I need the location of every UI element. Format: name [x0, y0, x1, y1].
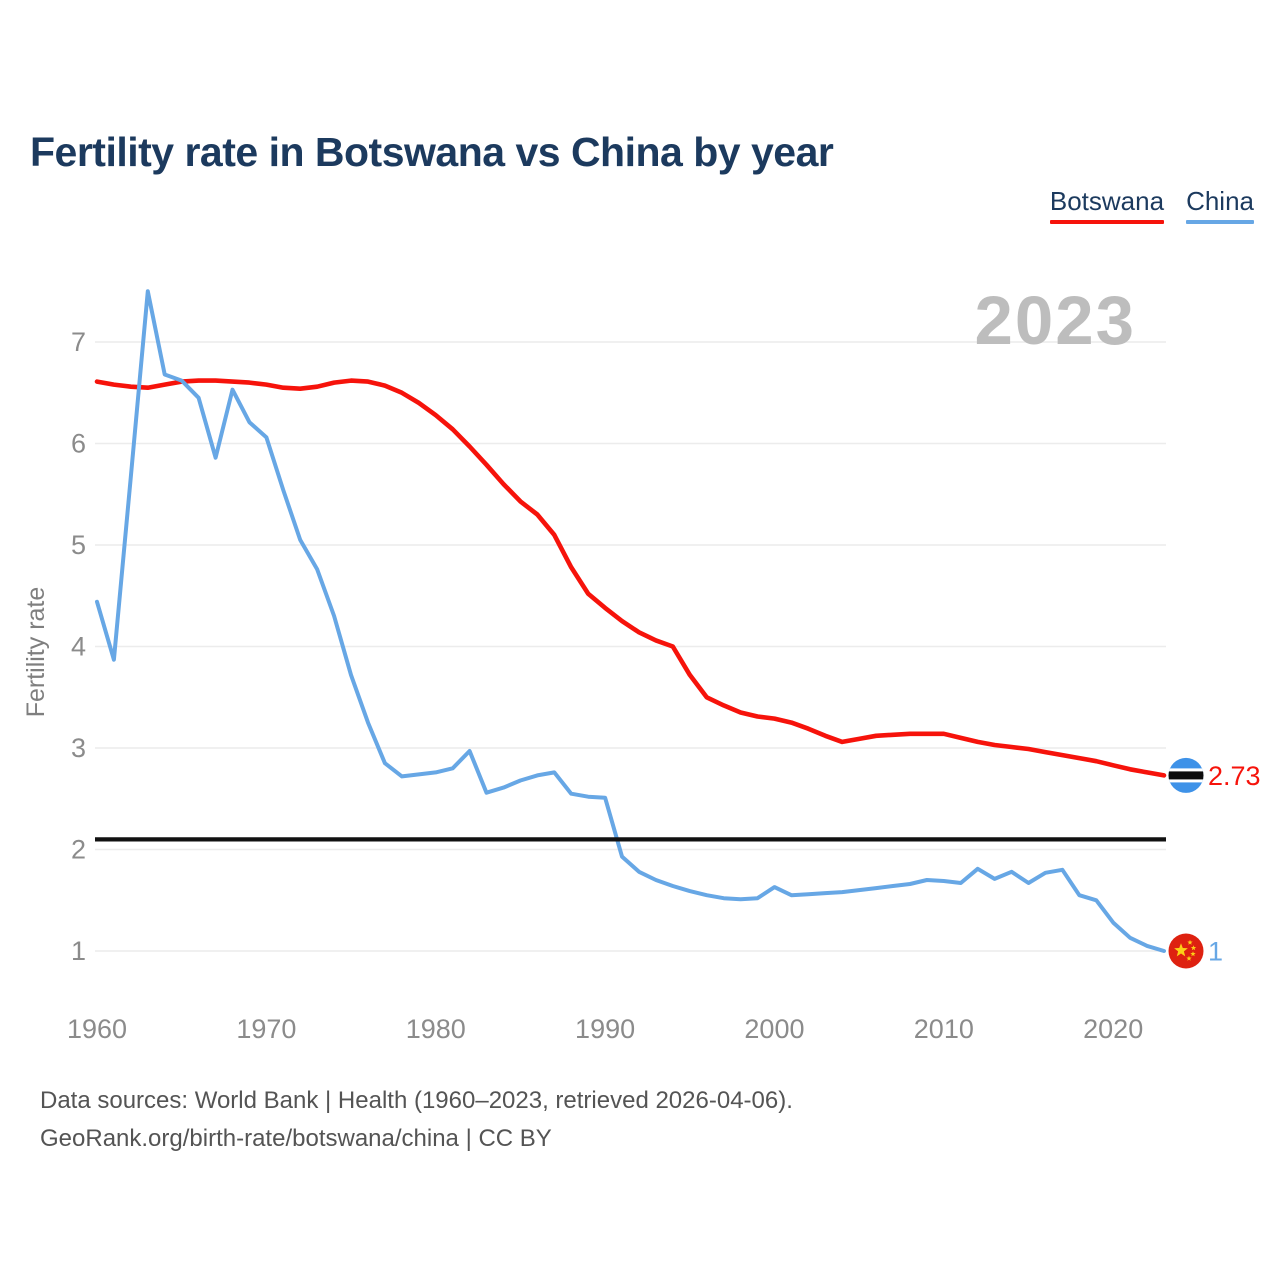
x-tick-label: 1970	[236, 1014, 296, 1044]
y-tick-label: 4	[71, 632, 86, 662]
y-tick-label: 1	[71, 936, 86, 966]
x-tick-label: 2010	[914, 1014, 974, 1044]
x-tick-label: 1980	[406, 1014, 466, 1044]
legend-item-botswana[interactable]: Botswana	[1049, 186, 1165, 224]
watermark-year: 2023	[975, 282, 1137, 359]
botswana-end-value: 2.73	[1208, 761, 1261, 791]
botswana-flag-marker	[1168, 757, 1204, 793]
legend-item-china[interactable]: China	[1186, 186, 1254, 224]
china-end-value: 1	[1208, 937, 1223, 967]
footer-sources-line: Data sources: World Bank | Health (1960–…	[40, 1087, 793, 1114]
legend-underline-botswana	[1049, 220, 1165, 224]
china-line	[95, 289, 1166, 953]
botswana-line	[94, 378, 1167, 778]
y-tick-label: 3	[71, 733, 86, 763]
x-tick-label: 1990	[575, 1014, 635, 1044]
x-tick-label: 2000	[744, 1014, 804, 1044]
legend-underline-china	[1186, 220, 1254, 224]
footer: Data sources: World Bank | Health (1960–…	[40, 1082, 793, 1158]
y-tick-label: 7	[71, 327, 86, 357]
y-tick-label: 6	[71, 429, 86, 459]
x-tick-label: 2020	[1083, 1014, 1143, 1044]
legend-label-botswana: Botswana	[1049, 186, 1165, 216]
page-title: Fertility rate in Botswana vs China by y…	[30, 129, 834, 176]
footer-attribution-line: GeoRank.org/birth-rate/botswana/china | …	[40, 1125, 552, 1152]
y-tick-label: 5	[71, 530, 86, 560]
y-axis-label: Fertility rate	[22, 587, 50, 718]
y-tick-label: 2	[71, 835, 86, 865]
x-tick-label: 1960	[67, 1014, 127, 1044]
china-flag-marker	[1168, 933, 1204, 969]
legend: Botswana China	[1049, 186, 1254, 224]
legend-label-china: China	[1186, 186, 1254, 216]
